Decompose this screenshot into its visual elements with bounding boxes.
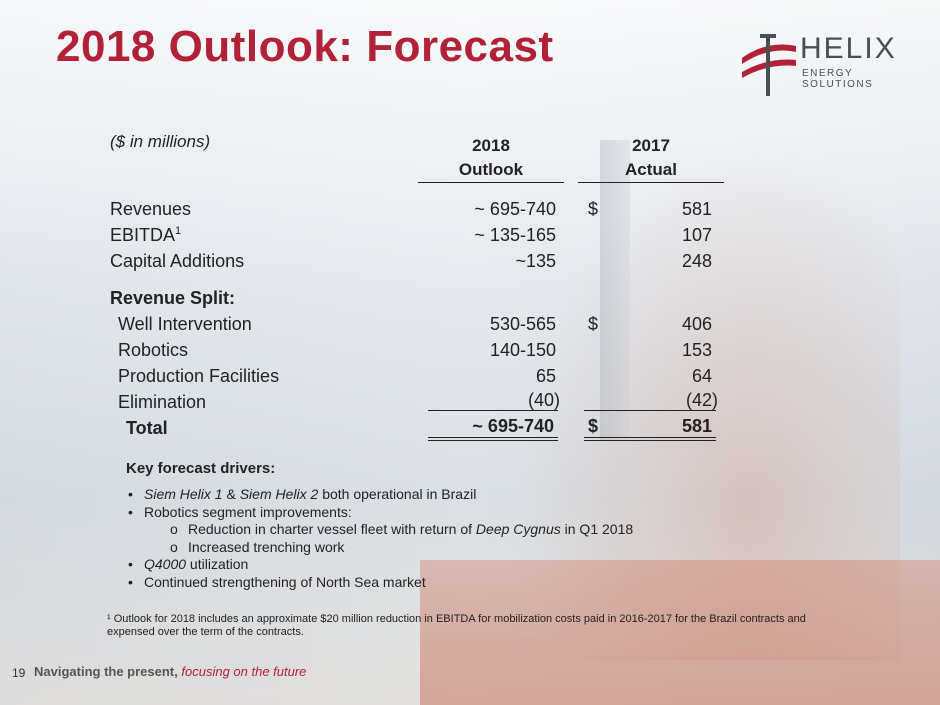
row-outlook: ~135 [515, 251, 556, 271]
col-actual-year: 2017 [632, 136, 670, 155]
bullet-text: utilization [186, 556, 249, 572]
slide-title: 2018 Outlook: Forecast [56, 22, 554, 71]
drivers-list: Siem Helix 1 & Siem Helix 2 both operati… [126, 486, 633, 591]
vessel-name: Siem Helix 2 [239, 486, 319, 502]
drivers-heading: Key forecast drivers: [126, 460, 276, 477]
tagline-main: Navigating the present, [34, 664, 182, 679]
row-label: Production Facilities [118, 366, 280, 386]
helix-logo-mark-icon [742, 34, 796, 96]
rig-image-tower [600, 140, 630, 440]
list-item: Q4000 utilization [126, 556, 633, 574]
row-actual: 107 [681, 225, 712, 245]
row-outlook: ~ 135-165 [474, 225, 556, 245]
col-actual-label: Actual [625, 160, 677, 179]
col-outlook-underline [418, 182, 564, 183]
list-item: Robotics segment improvements: [126, 504, 633, 522]
logo-wordmark: HELIX [800, 32, 897, 65]
subtotal-line-actual [584, 410, 716, 411]
row-outlook: (40) [527, 390, 560, 410]
tagline: Navigating the present, focusing on the … [34, 664, 306, 679]
units-label: ($ in millions) [110, 132, 211, 151]
row-label: Robotics [118, 340, 189, 360]
footnote-marker: 1 [175, 225, 182, 237]
total-actual: 581 [681, 416, 712, 436]
row-label: Capital Additions [110, 251, 245, 271]
footnote: ¹ Outlook for 2018 includes an approxima… [107, 613, 806, 638]
revenue-split-heading: Revenue Split: [110, 288, 236, 308]
row-label: Revenues [110, 199, 192, 219]
row-actual: 406 [681, 314, 712, 334]
row-actual: 153 [681, 340, 712, 360]
total-label: Total [126, 418, 168, 438]
list-item: Siem Helix 1 & Siem Helix 2 both operati… [126, 486, 633, 504]
row-actual: 248 [681, 251, 712, 271]
helix-logo: HELIX ENERGY SOLUTIONS [738, 28, 928, 100]
bullet-text: Reduction in charter vessel fleet with r… [188, 521, 476, 537]
vessel-name: Q4000 [144, 556, 187, 572]
total-outlook: ~ 695-740 [472, 416, 554, 436]
bullet-text: Continued strengthening of North Sea mar… [144, 573, 426, 590]
page-number: 19 [12, 666, 26, 680]
vessel-name: Deep Cygnus [475, 521, 561, 537]
row-outlook: 530-565 [489, 314, 556, 334]
row-label: EBITDA1 [110, 225, 181, 246]
tagline-accent: focusing on the future [181, 664, 307, 679]
row-label: Well Intervention [118, 314, 252, 334]
bullet-text: both operational in Brazil [318, 486, 477, 502]
total-underline-outlook-2 [428, 440, 558, 441]
bullet-text: in Q1 2018 [560, 521, 634, 537]
bullet-text: Increased trenching work [188, 538, 345, 555]
conjunction: & [222, 486, 240, 502]
row-dollar: $ [588, 314, 599, 334]
col-outlook-label: Outlook [458, 160, 524, 179]
row-outlook: 140-150 [489, 340, 556, 360]
row-actual: 581 [681, 199, 712, 219]
row-actual: (42) [685, 390, 718, 410]
bullet-text: Robotics segment improvements: [144, 503, 352, 520]
total-underline-outlook-1 [428, 437, 558, 438]
list-subitem: Reduction in charter vessel fleet with r… [126, 521, 633, 539]
vessel-name: Siem Helix 1 [144, 486, 223, 502]
row-dollar: $ [588, 199, 599, 219]
total-dollar: $ [588, 416, 599, 436]
row-outlook: 65 [535, 366, 556, 386]
row-label: Elimination [118, 392, 207, 412]
col-actual-underline [578, 182, 724, 183]
subtotal-line-outlook [428, 410, 558, 411]
logo-subtitle: ENERGY SOLUTIONS [802, 68, 874, 90]
total-underline-actual-2 [584, 440, 716, 441]
list-item: Continued strengthening of North Sea mar… [126, 574, 633, 592]
row-outlook: ~ 695-740 [474, 199, 556, 219]
list-subitem: Increased trenching work [126, 539, 633, 557]
total-underline-actual-1 [584, 437, 716, 438]
row-actual: 64 [691, 366, 712, 386]
row-label-text: EBITDA [110, 225, 176, 245]
col-outlook-year: 2018 [472, 136, 510, 155]
